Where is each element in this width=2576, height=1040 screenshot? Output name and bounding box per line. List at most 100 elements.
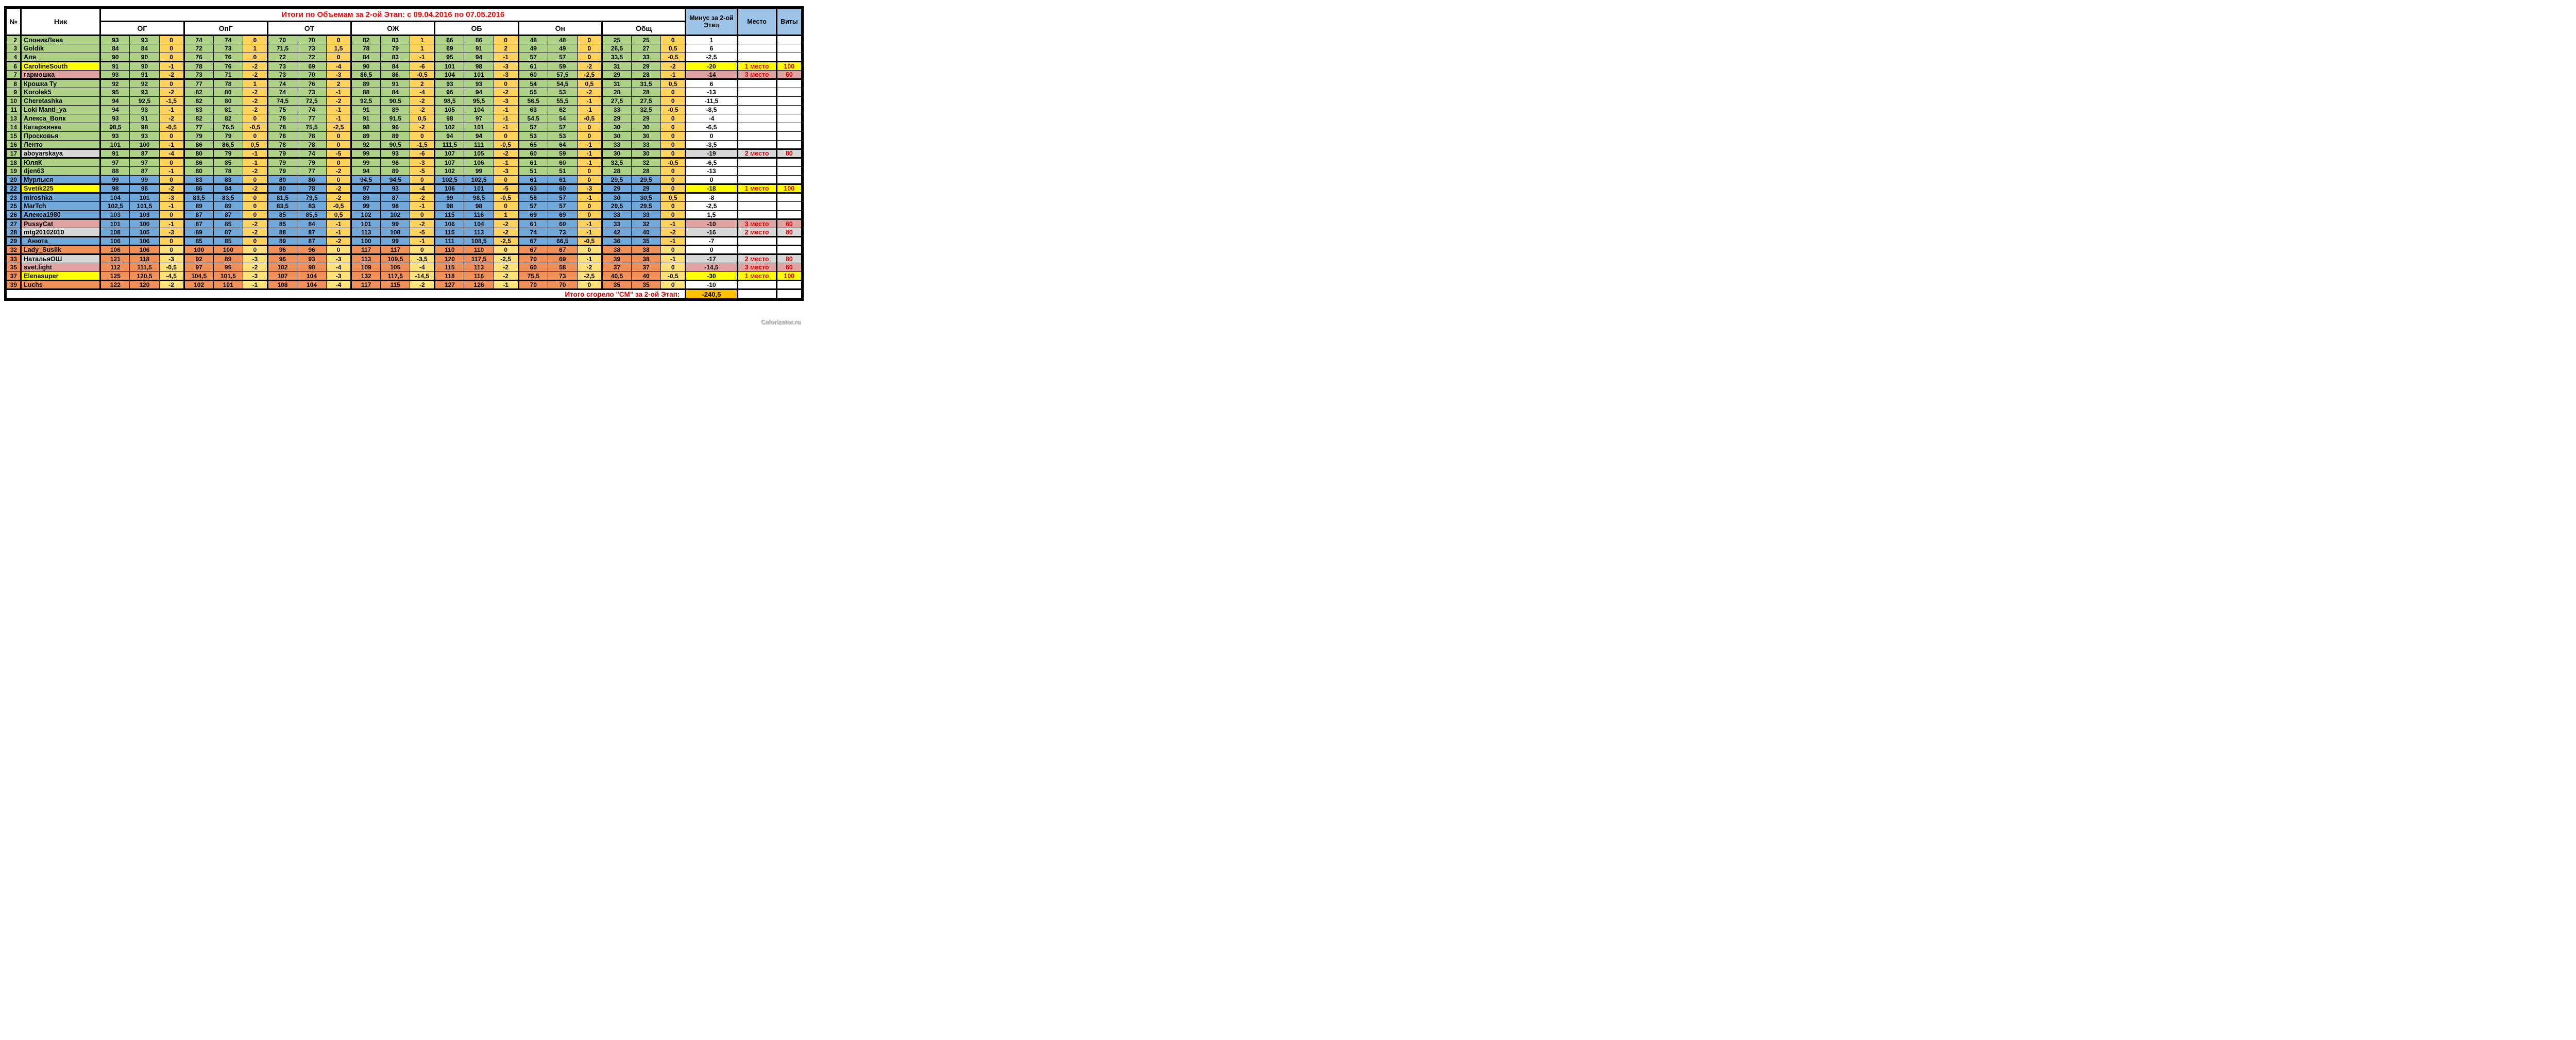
value-cell[interactable]: -4,5 <box>159 271 184 281</box>
value-cell[interactable]: 91 <box>99 149 130 159</box>
value-cell[interactable]: 120,5 <box>129 271 160 281</box>
value-cell[interactable]: 0 <box>159 245 184 255</box>
row-number-cell[interactable]: 11 <box>5 105 22 114</box>
value-cell[interactable]: 89 <box>434 44 465 53</box>
value-cell[interactable]: 90 <box>129 53 160 62</box>
value-cell[interactable]: 93 <box>129 105 160 114</box>
value-cell[interactable]: 116 <box>464 271 494 281</box>
row-number-cell[interactable]: 19 <box>5 166 22 176</box>
value-cell[interactable]: -1 <box>577 254 602 263</box>
value-cell[interactable]: 48 <box>517 35 548 44</box>
value-cell[interactable]: 71,5 <box>266 44 297 53</box>
value-cell[interactable]: 89 <box>380 105 411 114</box>
value-cell[interactable]: 86 <box>183 158 214 167</box>
value-cell[interactable]: 77 <box>183 79 214 88</box>
minus-cell[interactable]: -16 <box>685 228 738 237</box>
value-cell[interactable]: 25 <box>601 35 632 44</box>
value-cell[interactable]: 0 <box>410 131 435 141</box>
value-cell[interactable]: 63 <box>517 184 548 194</box>
value-cell[interactable]: 84 <box>129 44 160 53</box>
vity-cell[interactable]: 60 <box>775 263 803 272</box>
value-cell[interactable]: 0,5 <box>660 44 686 53</box>
value-cell[interactable]: 111 <box>464 140 494 150</box>
vity-cell[interactable] <box>775 96 803 106</box>
value-cell[interactable]: -14,5 <box>410 271 435 281</box>
value-cell[interactable]: -1 <box>660 236 686 246</box>
vity-cell[interactable] <box>775 201 803 211</box>
place-cell[interactable]: 2 место <box>736 149 777 159</box>
value-cell[interactable]: 90,5 <box>380 96 411 106</box>
vity-cell[interactable] <box>775 158 803 167</box>
row-number-cell[interactable]: 15 <box>5 131 22 141</box>
value-cell[interactable]: 51 <box>517 166 548 176</box>
place-cell[interactable] <box>736 140 777 150</box>
place-cell[interactable] <box>736 245 777 255</box>
value-cell[interactable]: 72 <box>183 44 214 53</box>
value-cell[interactable]: -2 <box>242 105 268 114</box>
value-cell[interactable]: -3 <box>326 70 352 80</box>
value-cell[interactable]: 58 <box>517 193 548 202</box>
value-cell[interactable]: 30 <box>631 149 662 159</box>
value-cell[interactable]: 61 <box>547 175 578 185</box>
value-cell[interactable]: 29 <box>601 114 632 123</box>
nickname-cell[interactable]: Аля_ <box>20 53 101 62</box>
value-cell[interactable]: 92,5 <box>129 96 160 106</box>
value-cell[interactable]: 92 <box>183 254 214 263</box>
value-cell[interactable]: 78 <box>183 61 214 71</box>
value-cell[interactable]: 101 <box>99 219 130 228</box>
minus-cell[interactable]: -10 <box>685 219 738 228</box>
value-cell[interactable]: -1 <box>577 149 602 159</box>
value-cell[interactable]: -2 <box>410 105 435 114</box>
value-cell[interactable]: -2,5 <box>326 123 352 132</box>
value-cell[interactable]: 72 <box>296 53 327 62</box>
value-cell[interactable]: 51 <box>547 166 578 176</box>
value-cell[interactable]: -2 <box>326 96 352 106</box>
value-cell[interactable]: 29,5 <box>601 201 632 211</box>
value-cell[interactable]: 38 <box>631 254 662 263</box>
value-cell[interactable]: 74 <box>213 35 243 44</box>
value-cell[interactable]: 0 <box>660 96 686 106</box>
value-cell[interactable]: 78 <box>266 114 297 123</box>
value-cell[interactable]: 0 <box>577 35 602 44</box>
value-cell[interactable]: 73 <box>547 271 578 281</box>
nickname-cell[interactable]: ЮляК <box>20 158 101 167</box>
value-cell[interactable]: 56,5 <box>517 96 548 106</box>
value-cell[interactable]: 90 <box>99 53 130 62</box>
vity-cell[interactable] <box>775 44 803 53</box>
value-cell[interactable]: 0 <box>660 280 686 289</box>
value-cell[interactable]: 60 <box>517 70 548 80</box>
row-number-cell[interactable]: 35 <box>5 263 22 272</box>
value-cell[interactable]: 53 <box>547 88 578 97</box>
value-cell[interactable]: 69 <box>547 254 578 263</box>
value-cell[interactable]: -1 <box>159 166 184 176</box>
value-cell[interactable]: 85 <box>213 158 243 167</box>
nickname-cell[interactable]: гармошка <box>20 70 101 80</box>
value-cell[interactable]: 53 <box>517 131 548 141</box>
value-cell[interactable]: 92,5 <box>350 96 381 106</box>
vity-cell[interactable]: 80 <box>775 149 803 159</box>
minus-cell[interactable]: -30 <box>685 271 738 281</box>
value-cell[interactable]: 33 <box>601 140 632 150</box>
minus-cell[interactable]: 1,5 <box>685 210 738 220</box>
value-cell[interactable]: 0 <box>410 175 435 185</box>
value-cell[interactable]: 0 <box>242 175 268 185</box>
value-cell[interactable]: -2 <box>159 88 184 97</box>
minus-cell[interactable]: 1 <box>685 35 738 44</box>
value-cell[interactable]: 77 <box>183 123 214 132</box>
value-cell[interactable]: 107 <box>266 271 297 281</box>
value-cell[interactable]: 92 <box>99 79 130 88</box>
value-cell[interactable]: 35 <box>631 236 662 246</box>
value-cell[interactable]: 40 <box>631 271 662 281</box>
value-cell[interactable]: -2,5 <box>577 271 602 281</box>
value-cell[interactable]: 0 <box>410 210 435 220</box>
value-cell[interactable]: 98,5 <box>99 123 130 132</box>
value-cell[interactable]: 115 <box>380 280 411 289</box>
value-cell[interactable]: 79 <box>183 131 214 141</box>
value-cell[interactable]: 107 <box>434 158 465 167</box>
column-group-header[interactable]: ОЖ <box>350 21 435 36</box>
value-cell[interactable]: 117 <box>380 245 411 255</box>
place-cell[interactable] <box>736 123 777 132</box>
value-cell[interactable]: 101 <box>464 70 494 80</box>
value-cell[interactable]: -1 <box>493 114 519 123</box>
row-number-cell[interactable]: 29 <box>5 236 22 246</box>
